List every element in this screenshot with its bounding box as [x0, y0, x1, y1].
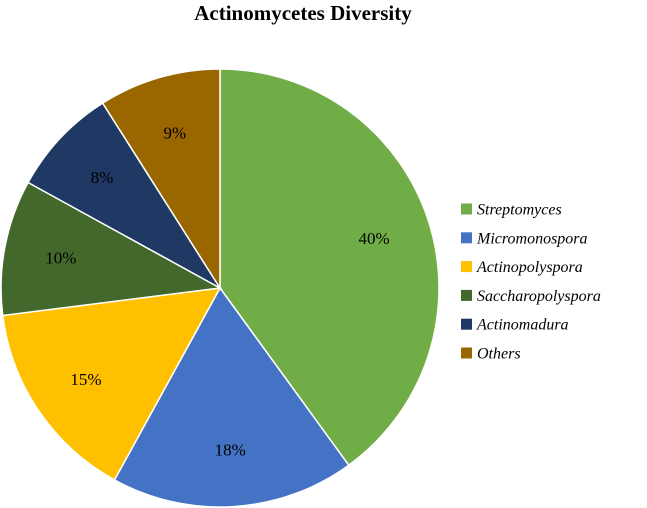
legend-label: Saccharopolyspora: [477, 288, 601, 305]
data-label-others: 9%: [163, 123, 186, 142]
legend-item-actinopolyspora: Actinopolyspora: [461, 259, 583, 276]
legend-item-micromonospora: Micromonospora: [461, 230, 588, 247]
legend-item-others: Others: [461, 346, 521, 363]
legend-swatch: [461, 347, 472, 359]
data-label-streptomyces: 40%: [359, 229, 390, 248]
legend-swatch: [461, 203, 472, 215]
legend-label: Micromonospora: [476, 230, 588, 247]
legend-label: Actinopolyspora: [476, 259, 583, 276]
chart-title: Actinomycetes Diversity: [194, 1, 412, 25]
pie-slice-saccharopolyspora: [0, 181, 223, 317]
pie-slice-streptomyces: [219, 68, 440, 467]
legend-item-actinomadura: Actinomadura: [461, 317, 569, 334]
slice-labels: 40% 18% 15% 10% 8% 9%: [45, 123, 389, 459]
legend-swatch: [461, 232, 472, 244]
data-label-saccharopolyspora: 10%: [45, 249, 76, 268]
legend-item-saccharopolyspora: Saccharopolyspora: [461, 288, 601, 305]
pie-slice-actinopolyspora: [1, 287, 222, 481]
legend-label: Streptomyces: [477, 202, 562, 219]
pie-slice-micromonospora: [113, 286, 350, 508]
data-label-actinomadura: 8%: [91, 168, 114, 187]
pie-slice-others: [101, 68, 221, 291]
legend-swatch: [461, 289, 472, 301]
legend-label: Others: [477, 346, 521, 363]
data-label-actinopolyspora: 15%: [70, 370, 101, 389]
legend-swatch: [461, 318, 472, 330]
legend-item-streptomyces: Streptomyces: [461, 202, 562, 219]
legend: Streptomyces Micromonospora Actinopolyspor…: [461, 202, 601, 363]
data-label-micromonospora: 18%: [215, 441, 246, 460]
pie-slice-actinomadura: [27, 102, 221, 289]
legend-swatch: [461, 261, 472, 273]
legend-label: Actinomadura: [476, 317, 569, 334]
pie-slices: [0, 68, 440, 508]
